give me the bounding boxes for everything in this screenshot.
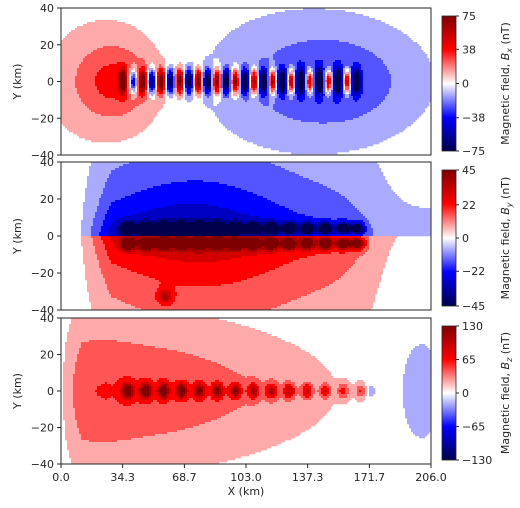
y-tick-label: −40 — [31, 304, 54, 317]
y-tick-label: 20 — [40, 39, 54, 52]
colorbar-tick-label: −65 — [462, 421, 485, 434]
y-tick-label: 40 — [40, 2, 54, 15]
y-tick-label: −20 — [31, 112, 54, 125]
colorbar-tick-label: −38 — [462, 112, 485, 125]
field-map — [63, 318, 431, 464]
colorbar-tick-label: −75 — [462, 145, 485, 158]
panel-bx: 40 20 0 −20 −40 Y (km) 75 38 0 −38 −75 Magnetic fie… — [11, 2, 514, 162]
x-tick-label: 0.0 — [52, 471, 70, 484]
colorbar-tick-label: 130 — [462, 320, 483, 333]
x-tick-label: 68.7 — [172, 471, 197, 484]
y-tick-label: 20 — [40, 193, 54, 206]
colorbar: 45 22 0 −22 −45 Magnetic field, By (nT) — [441, 164, 514, 313]
colorbar-label: Magnetic field, Bz (nT) — [499, 332, 514, 454]
colorbar-tick-label: −22 — [462, 265, 485, 278]
x-axis-label: X (km) — [228, 485, 265, 498]
colorbar-label: Magnetic field, Bx (nT) — [499, 22, 514, 145]
panel-bz: 40 20 0 −20 −40 Y (km) 0.0 34.3 68.7 103.0 137.3 17… — [11, 312, 514, 498]
colorbar-scale — [441, 169, 457, 307]
colorbar-tick-label: 65 — [462, 354, 476, 367]
y-axis-label: Y (km) — [11, 373, 24, 410]
colorbar-scale — [441, 325, 457, 461]
colorbar-tick-label: 38 — [462, 43, 476, 56]
y-tick-label: 40 — [40, 312, 54, 325]
colorbar-label: Magnetic field, By (nT) — [499, 177, 514, 300]
y-tick-label: −20 — [31, 422, 54, 435]
x-tick-label: 137.3 — [292, 471, 324, 484]
field-map — [81, 162, 431, 310]
y-tick-label: 0 — [47, 230, 54, 243]
panel-by: 40 20 0 −20 −40 Y (km) 45 22 0 −22 −45 Magnetic fie… — [11, 156, 514, 317]
colorbar-tick-label: 0 — [462, 232, 469, 245]
colorbar-tick-label: 0 — [462, 78, 469, 91]
y-tick-label: −40 — [31, 149, 54, 162]
colorbar: 75 38 0 −38 −75 Magnetic field, Bx (nT) — [441, 10, 514, 158]
y-axis-label: Y (km) — [11, 64, 24, 101]
colorbar-tick-label: 75 — [462, 10, 476, 23]
y-tick-label: 20 — [40, 349, 54, 362]
x-tick-label: 206.0 — [415, 471, 447, 484]
x-tick-label: 171.7 — [354, 471, 386, 484]
colorbar-tick-label: −45 — [462, 300, 485, 313]
y-tick-label: 0 — [47, 385, 54, 398]
y-tick-label: 0 — [47, 76, 54, 89]
colorbar-tick-label: 22 — [462, 199, 476, 212]
field-map — [61, 8, 431, 155]
y-axis-label: Y (km) — [11, 218, 24, 255]
colorbar-scale — [441, 15, 457, 152]
y-tick-label: −20 — [31, 267, 54, 280]
x-tick-label: 103.0 — [230, 471, 262, 484]
panels: 40 20 0 −20 −40 Y (km) 75 38 0 −38 −75 Magnetic fie… — [11, 2, 514, 498]
x-tick-label: 34.3 — [110, 471, 135, 484]
y-tick-label: −40 — [31, 458, 54, 471]
colorbar-tick-label: 45 — [462, 164, 476, 177]
y-tick-label: 40 — [40, 156, 54, 169]
colorbar-tick-label: 0 — [462, 387, 469, 400]
colorbar-tick-label: −130 — [462, 454, 492, 467]
colorbar: 130 65 0 −65 −130 Magnetic field, Bz (nT) — [441, 320, 514, 467]
